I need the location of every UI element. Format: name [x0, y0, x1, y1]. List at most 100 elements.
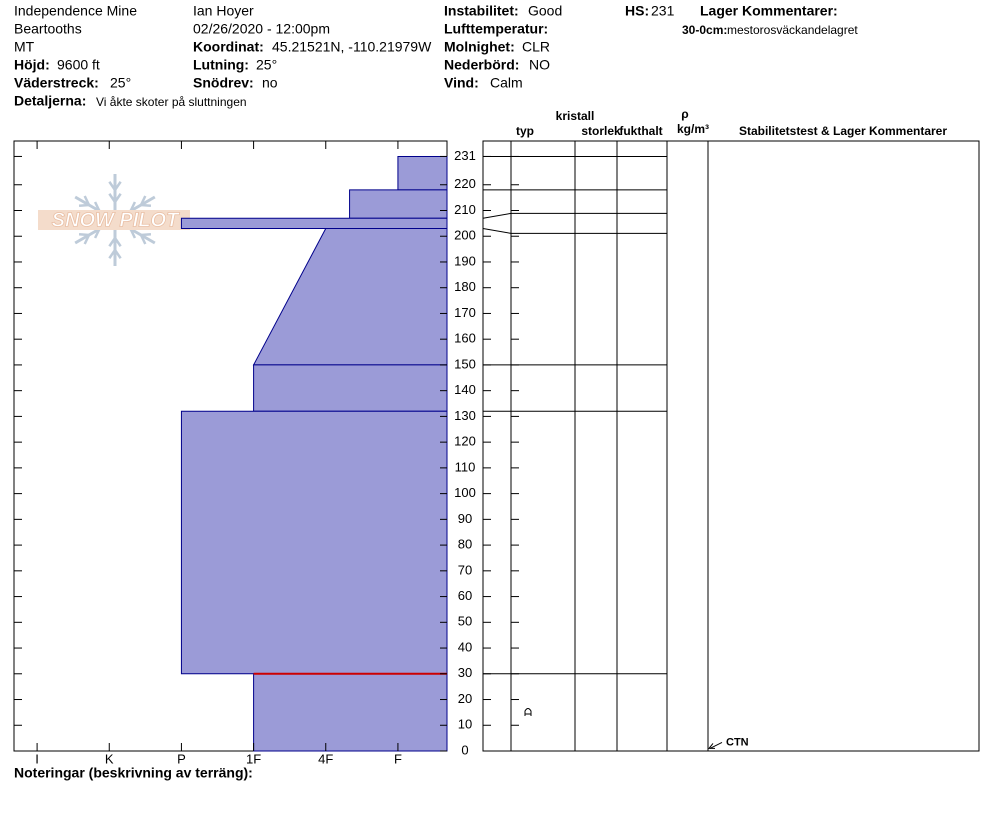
field-label: HS: — [625, 3, 649, 19]
y-tick-label: 140 — [454, 382, 476, 397]
y-tick-label: 20 — [458, 691, 472, 706]
snowflake-branch — [108, 181, 117, 191]
y-tick-label: 30 — [458, 665, 472, 680]
y-tick-label: 10 — [458, 717, 472, 732]
column-header: ρ — [681, 107, 688, 121]
y-tick-label: 50 — [458, 614, 472, 629]
field-value: 45.21521N, -110.21979W — [272, 39, 432, 55]
field-value: 25° — [256, 57, 277, 73]
snowflake-branch — [108, 249, 117, 259]
state: MT — [14, 39, 35, 55]
x-tick-label: 1F — [246, 751, 261, 766]
y-tick-label: 210 — [454, 202, 476, 217]
watermark: SNOW PILOT — [38, 174, 190, 266]
snowflake-branch — [129, 228, 137, 239]
snowflake-branch — [129, 201, 137, 212]
field-value: Calm — [490, 75, 523, 91]
layer — [253, 673, 448, 752]
field-label: Snödrev: — [193, 75, 254, 91]
watermark-text: SNOW PILOT — [52, 209, 180, 231]
snowflake-branch — [108, 237, 117, 247]
test-arrowhead — [707, 743, 715, 749]
field-label: Lutning: — [193, 57, 249, 73]
column-header: Stabilitetstest & Lager Kommentarer — [739, 124, 947, 138]
snowflake-branch — [93, 228, 101, 239]
y-tick-label: 150 — [454, 356, 476, 371]
y-tick-label: 180 — [454, 279, 476, 294]
field-label: Lager Kommentarer: — [700, 3, 838, 19]
snowflake-branch — [83, 234, 91, 245]
y-tick-label: 0 — [461, 742, 468, 757]
y-tick-label: 80 — [458, 537, 472, 552]
datetime: 02/26/2020 - 12:00pm — [193, 21, 330, 37]
field-label: Väderstreck: — [14, 75, 99, 91]
y-tick-label: 100 — [454, 485, 476, 500]
snowflake-branch — [139, 195, 147, 206]
observer: Ian Hoyer — [193, 3, 254, 19]
y-tick-label: 130 — [454, 408, 476, 423]
site: Independence Mine — [14, 3, 137, 19]
column-header: fukthalt — [619, 124, 662, 138]
x-tick-label: I — [35, 751, 39, 766]
field-label: Detaljerna: — [14, 93, 86, 109]
layer — [180, 217, 448, 230]
snowflake-branch — [83, 195, 91, 206]
snowflake-branch — [78, 232, 90, 237]
watermark-banner — [38, 210, 190, 230]
y-tick-label: 70 — [458, 562, 472, 577]
snowflake-branch — [113, 181, 122, 191]
comment-text: mestorosväckandelagret — [727, 23, 858, 37]
footer: Noteringar (beskrivning av terräng): — [14, 765, 253, 781]
range: Beartooths — [14, 21, 82, 37]
layer — [349, 189, 448, 219]
y-tick-label: 200 — [454, 228, 476, 243]
y-tick-label: 220 — [454, 176, 476, 191]
test-label: CTN — [726, 736, 749, 748]
column-header: storlek — [581, 124, 621, 138]
field-value: Good — [528, 3, 562, 19]
field-value: Vi åkte skoter på sluttningen — [96, 95, 247, 109]
snowflake-branch — [93, 201, 101, 212]
y-tick-label: 110 — [455, 459, 476, 474]
field-value: 9600 ft — [57, 57, 100, 73]
y-tick-label: 170 — [454, 305, 476, 320]
field-value: NO — [529, 57, 550, 73]
column-header: kristall — [556, 109, 595, 123]
test-arrow — [709, 741, 723, 749]
table-frame — [482, 140, 980, 752]
x-tick-label: 4F — [318, 751, 333, 766]
x-tick-label: K — [105, 751, 114, 766]
snowflake-branch — [78, 203, 90, 208]
snowflake-branch — [108, 193, 117, 203]
layer — [397, 155, 448, 191]
field-label: Lufttemperatur: — [444, 21, 548, 37]
field-value: CLR — [522, 39, 550, 55]
field-label: Molnighet: — [444, 39, 515, 55]
y-tick-label: 160 — [454, 331, 476, 346]
field-label: Nederbörd: — [444, 57, 519, 73]
layer-boundary — [482, 228, 667, 234]
field-value: 25° — [110, 75, 131, 91]
comment-range: 30-0cm: — [682, 23, 727, 37]
y-tick-label: 120 — [454, 434, 476, 449]
x-tick-label: P — [177, 751, 186, 766]
layer — [252, 228, 448, 366]
snowflake-branch — [113, 249, 122, 259]
field-value: 231 — [651, 3, 675, 19]
snowflake-branch — [140, 203, 152, 208]
column-header: typ — [516, 124, 534, 138]
field-label: Vind: — [444, 75, 479, 91]
field-label: Koordinat: — [193, 39, 264, 55]
field-value: no — [262, 75, 278, 91]
y-tick-label: 40 — [458, 639, 472, 654]
x-tick-label: F — [394, 751, 402, 766]
y-tick-label: 190 — [454, 253, 476, 268]
column-header: kg/m³ — [677, 122, 709, 136]
layer-boundary — [482, 212, 667, 219]
snowflake-branch — [139, 234, 147, 245]
snowflake-branch — [113, 237, 122, 247]
field-label: Höjd: — [14, 57, 50, 73]
snowflake-branch — [113, 193, 122, 203]
